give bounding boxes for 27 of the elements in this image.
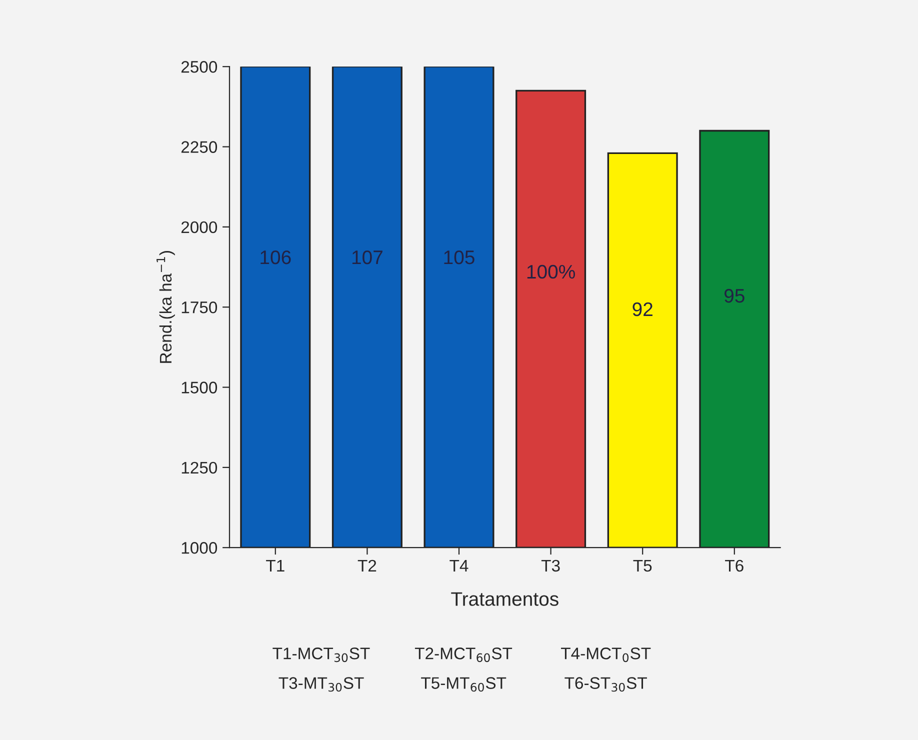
text: T3-MT$_{30}$ST: [278, 677, 364, 692]
annotation: 95: [724, 288, 744, 303]
x-tick-label: T3: [541, 560, 560, 572]
x-tick-label: T5: [633, 560, 652, 572]
y-tick-label: 1500: [182, 382, 218, 394]
text: T6-ST$_{30}$ST: [564, 677, 647, 692]
text: T1-MCT$_{30}$ST: [272, 648, 370, 662]
annotation: 107: [352, 250, 382, 264]
y-axis-title: Rend.(ka ha$^{−1}$): [156, 251, 175, 363]
text: T4-MCT$_{0}$ST: [561, 648, 651, 662]
text: T2-MCT$_{60}$ST: [414, 648, 512, 662]
x-tick-label: T1: [266, 560, 284, 572]
annotation: 92: [632, 302, 652, 316]
x-tick-label: T4: [450, 560, 468, 572]
x-tick-label: T2: [358, 560, 376, 572]
y-tick-label: 2500: [181, 61, 218, 73]
y-tick-label: 1750: [182, 302, 218, 314]
annotation: 100%: [527, 264, 575, 279]
y-tick-label: 2250: [181, 141, 218, 153]
y-tick-label: 1250: [182, 462, 218, 474]
annotation: 106: [260, 250, 291, 264]
x-tick-label: T6: [725, 560, 744, 572]
y-tick-label: 1000: [182, 542, 218, 554]
y-tick-label: 2000: [181, 221, 218, 234]
annotation: 105: [444, 250, 474, 264]
x-axis-title: Tratamentos: [451, 592, 558, 606]
text: T5-MT$_{60}$ST: [421, 677, 506, 692]
